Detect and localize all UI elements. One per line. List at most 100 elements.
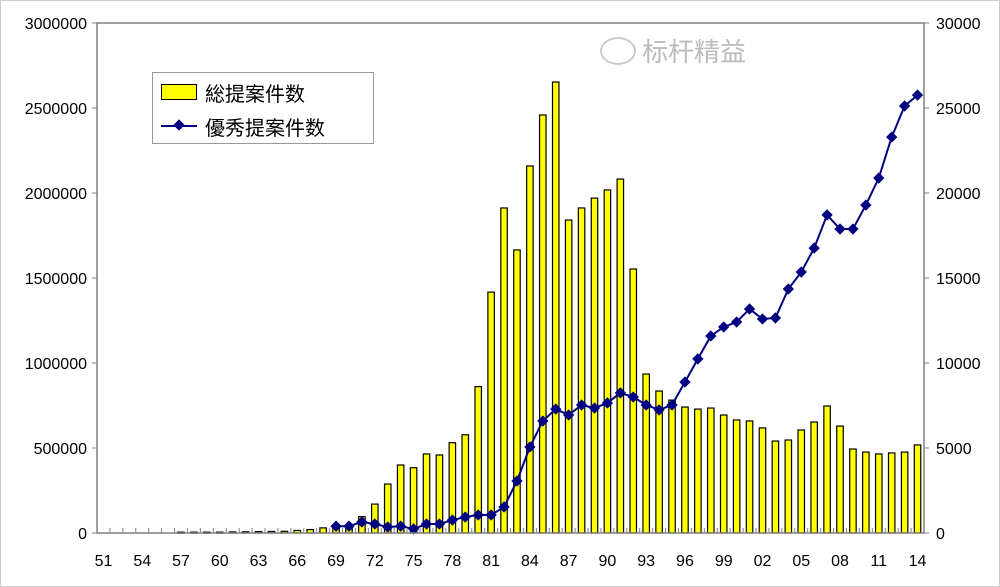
point-1978 bbox=[446, 514, 459, 526]
bar-2003 bbox=[771, 440, 780, 534]
point-1993 bbox=[640, 399, 652, 411]
y-right-tick-label: 10000 bbox=[936, 356, 981, 373]
bar-1984 bbox=[526, 165, 534, 534]
point-1986 bbox=[550, 403, 562, 415]
point-1972 bbox=[369, 518, 381, 530]
wechat-icon bbox=[600, 36, 636, 65]
point-2002 bbox=[756, 313, 769, 325]
x-tick-label: 84 bbox=[521, 553, 539, 570]
legend-item-total: 総提案件数 bbox=[161, 77, 305, 107]
point-1979 bbox=[459, 511, 471, 523]
bar-2002 bbox=[758, 427, 767, 534]
bar-1990 bbox=[603, 189, 612, 534]
point-2003 bbox=[769, 312, 782, 324]
point-2004 bbox=[782, 283, 794, 295]
bar-1968 bbox=[319, 527, 327, 534]
point-1988 bbox=[575, 399, 588, 411]
x-tick-label: 14 bbox=[909, 553, 927, 570]
point-1985 bbox=[537, 415, 549, 427]
point-1984 bbox=[524, 441, 536, 453]
point-1996 bbox=[679, 376, 691, 388]
y-right-tick-label: 15000 bbox=[936, 271, 981, 288]
bar-2013 bbox=[900, 451, 909, 534]
bar-1999 bbox=[719, 414, 728, 534]
y-right-tick-label: 20000 bbox=[936, 186, 981, 203]
legend-bar-swatch bbox=[161, 84, 197, 100]
y-right-tick-label: 30000 bbox=[936, 16, 981, 33]
point-2012 bbox=[886, 131, 898, 143]
y-left-tick-label: 2000000 bbox=[25, 186, 87, 203]
point-1998 bbox=[705, 330, 717, 342]
point-1989 bbox=[588, 402, 601, 414]
x-tick-label: 87 bbox=[560, 553, 578, 570]
point-1987 bbox=[562, 409, 575, 421]
bar-2011 bbox=[874, 453, 883, 534]
point-1994 bbox=[653, 404, 665, 416]
x-tick-label: 93 bbox=[637, 553, 655, 570]
bar-1988 bbox=[577, 207, 586, 534]
legend-line-swatch bbox=[161, 125, 197, 127]
y-right-tick-label: 5000 bbox=[936, 441, 972, 458]
point-2008 bbox=[834, 223, 846, 235]
bar-2006 bbox=[810, 421, 818, 534]
x-tick-label: 08 bbox=[831, 553, 849, 570]
bar-2008 bbox=[836, 425, 844, 534]
x-tick-label: 99 bbox=[715, 553, 733, 570]
point-2001 bbox=[743, 303, 756, 315]
bar-2007 bbox=[823, 405, 831, 534]
y-left-tick-label: 1000000 bbox=[25, 356, 87, 373]
x-tick-label: 57 bbox=[172, 553, 190, 570]
x-tick-label: 63 bbox=[250, 553, 268, 570]
bar-1997 bbox=[694, 408, 702, 534]
point-2005 bbox=[795, 266, 807, 278]
point-1997 bbox=[692, 353, 704, 365]
series-line-excellent bbox=[336, 94, 919, 530]
y-left-tick-label: 500000 bbox=[34, 441, 87, 458]
bar-1975 bbox=[409, 467, 418, 534]
point-2000 bbox=[730, 316, 743, 328]
watermark: 标杆精益 bbox=[600, 32, 746, 69]
point-2006 bbox=[808, 242, 820, 254]
point-1982 bbox=[498, 501, 510, 513]
point-1971 bbox=[356, 516, 368, 528]
x-tick-label: 90 bbox=[599, 553, 617, 570]
x-tick-label: 75 bbox=[405, 553, 423, 570]
x-tick-label: 51 bbox=[95, 553, 113, 570]
bar-1985 bbox=[538, 114, 547, 534]
y-right-tick-label: 25000 bbox=[936, 101, 981, 118]
point-1970 bbox=[343, 520, 355, 532]
point-1990 bbox=[601, 397, 614, 409]
bar-1987 bbox=[564, 219, 573, 534]
bar-2000 bbox=[732, 419, 741, 534]
bar-1982 bbox=[500, 207, 508, 534]
point-1977 bbox=[433, 518, 446, 530]
legend-label-total: 総提案件数 bbox=[205, 81, 305, 106]
bar-1991 bbox=[616, 178, 625, 534]
bar-2001 bbox=[745, 420, 754, 534]
point-1973 bbox=[382, 521, 394, 533]
legend-label-excellent: 優秀提案件数 bbox=[205, 115, 325, 140]
x-tick-label: 78 bbox=[443, 553, 461, 570]
y-left-tick-label: 1500000 bbox=[25, 271, 87, 288]
bar-1993 bbox=[642, 373, 651, 534]
point-1999 bbox=[718, 321, 730, 333]
legend-item-excellent: 優秀提案件数 bbox=[161, 111, 325, 141]
x-tick-label: 72 bbox=[366, 553, 384, 570]
legend: 総提案件数 優秀提案件数 bbox=[152, 72, 374, 144]
y-left-tick-label: 2500000 bbox=[25, 101, 87, 118]
x-tick-label: 69 bbox=[327, 553, 345, 570]
bar-1983 bbox=[513, 249, 521, 534]
bar-2010 bbox=[862, 451, 870, 534]
x-tick-label: 05 bbox=[792, 553, 810, 570]
point-1983 bbox=[511, 475, 523, 487]
point-2011 bbox=[873, 172, 885, 184]
point-1991 bbox=[614, 387, 626, 399]
y-left-tick-label: 0 bbox=[78, 526, 87, 543]
x-tick-label: 81 bbox=[482, 553, 500, 570]
bar-1989 bbox=[590, 197, 599, 534]
point-1976 bbox=[420, 518, 433, 530]
bar-1995 bbox=[668, 399, 676, 534]
point-2010 bbox=[860, 199, 872, 211]
point-1995 bbox=[666, 399, 678, 411]
